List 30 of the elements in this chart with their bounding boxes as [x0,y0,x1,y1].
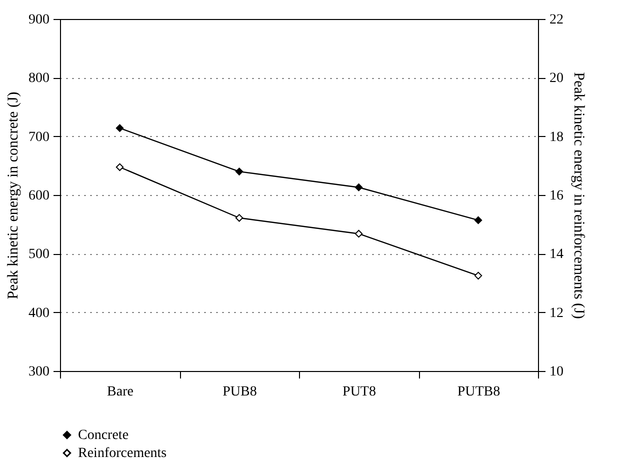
point [116,124,124,132]
point [235,168,244,176]
x-tick-label: Bare [107,384,134,400]
x-tick-label: PUB8 [222,384,257,400]
y-axis-title: Peak kinetic energy in concrete (J) [6,92,22,300]
y2-axis-title: Peak kinetic energy in reinforcements (J) [570,72,586,319]
y-tick-label: 600 [28,188,50,204]
y-tick-label: 300 [28,364,50,380]
y-tick-label: 900 [28,12,50,28]
y-tick-label: 800 [28,71,50,86]
x-tick-label: PUT8 [342,384,376,400]
y2-tick-label: 16 [550,188,564,204]
legend-label: Reinforcements [78,446,167,461]
point [474,216,482,224]
y2-tick-label: 20 [550,71,564,86]
y2-tick-label: 18 [550,130,564,145]
point [116,163,124,171]
point [354,230,363,238]
point [235,214,244,222]
y2-tick-label: 10 [550,364,564,380]
y2-tick-label: 22 [550,12,564,28]
point [354,184,363,192]
point [474,272,482,280]
y-tick-label: 400 [28,306,50,321]
y-tick-label: 700 [28,130,50,145]
y2-tick-label: 12 [550,306,564,321]
y-tick-label: 500 [28,247,50,262]
y2-tick-label: 14 [550,247,564,262]
legend-label: Concrete [78,428,129,443]
x-tick-label: PUTB8 [457,384,500,400]
